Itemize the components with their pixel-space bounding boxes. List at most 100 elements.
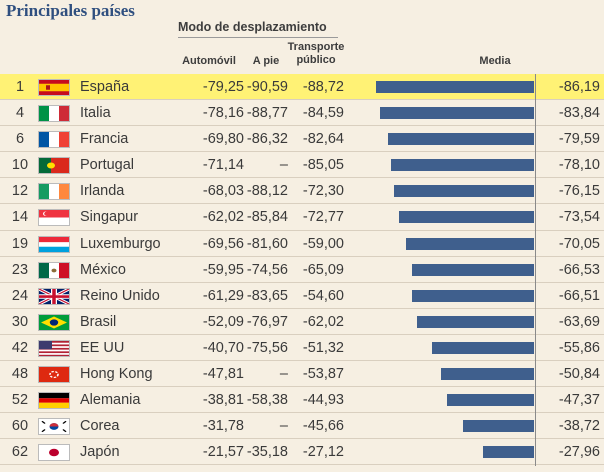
apie-value: -88,77 — [246, 105, 288, 122]
automovil-value: -40,70 — [202, 339, 244, 356]
apie-value: -74,56 — [246, 261, 288, 278]
transporte-value: -54,60 — [302, 287, 344, 304]
flag-mx-icon — [38, 261, 70, 279]
country-label: Brasil — [80, 313, 117, 330]
transporte-value: -53,87 — [302, 366, 344, 383]
country-label: Italia — [80, 105, 111, 122]
transporte-value: -84,59 — [302, 105, 344, 122]
media-bar — [394, 185, 534, 198]
rank-label: 10 — [11, 157, 29, 174]
media-value: -63,69 — [558, 313, 600, 330]
apie-value: -75,56 — [246, 339, 288, 356]
media-bar — [463, 420, 534, 433]
flag-fr-icon — [38, 131, 70, 149]
table-row: 24 Reino Unido -61,29 -83,65 -54,60 -66,51 — [0, 283, 604, 309]
flag-jp-icon — [38, 444, 70, 462]
media-bar — [440, 368, 534, 381]
media-bar — [399, 211, 534, 224]
media-value: -83,84 — [558, 105, 600, 122]
rank-label: 24 — [11, 287, 29, 304]
apie-value: – — [279, 157, 288, 174]
country-label: Portugal — [80, 157, 135, 174]
table-row: 10 Portugal -71,14 – -85,05 -78,10 — [0, 152, 604, 179]
media-value: -86,19 — [558, 79, 600, 95]
table-row: 62 Japón -21,57 -35,18 -27,12 -27,96 — [0, 439, 604, 466]
media-bar — [412, 263, 534, 276]
col-head-media: Media — [479, 55, 511, 67]
automovil-value: -69,80 — [202, 131, 244, 148]
flag-de-icon — [38, 392, 70, 410]
country-label: España — [80, 79, 130, 95]
automovil-value: -71,14 — [202, 157, 244, 174]
automovil-value: -68,03 — [202, 183, 244, 200]
media-bar — [417, 315, 534, 328]
apie-value: -81,60 — [246, 235, 288, 252]
media-bar — [447, 394, 534, 407]
automovil-value: -52,09 — [202, 313, 244, 330]
automovil-value: -79,25 — [202, 79, 244, 95]
media-bar — [405, 237, 534, 250]
apie-value: -88,12 — [246, 183, 288, 200]
table-row: 12 Irlanda -68,03 -88,12 -72,30 -76,15 — [0, 178, 604, 205]
apie-value: -76,97 — [246, 313, 288, 330]
country-label: Japón — [80, 444, 120, 461]
media-value: -76,15 — [558, 183, 600, 200]
media-value: -27,96 — [558, 444, 600, 461]
transporte-value: -59,00 — [302, 235, 344, 252]
apie-value: – — [279, 366, 288, 383]
media-value: -66,51 — [558, 287, 600, 304]
media-bar — [380, 107, 534, 120]
table-row: 60 Corea -31,78 – -45,66 -38,72 — [0, 413, 604, 440]
table-row: 14 Singapur -62,02 -85,84 -72,77 -73,54 — [0, 204, 604, 231]
transporte-value: -85,05 — [302, 157, 344, 174]
automovil-value: -59,95 — [202, 261, 244, 278]
country-label: Reino Unido — [80, 287, 160, 304]
automovil-value: -78,16 — [202, 105, 244, 122]
media-bar — [431, 341, 534, 354]
media-value: -78,10 — [558, 157, 600, 174]
transporte-value: -44,93 — [302, 392, 344, 409]
rank-label: 62 — [11, 444, 29, 461]
flag-gb-icon — [38, 287, 70, 305]
transporte-value: -72,30 — [302, 183, 344, 200]
flag-hk-icon — [38, 366, 70, 384]
rank-label: 1 — [15, 79, 25, 95]
rank-label: 42 — [11, 339, 29, 356]
table-row: 6 Francia -69,80 -86,32 -82,64 -79,59 — [0, 126, 604, 153]
apie-value: -58,38 — [246, 392, 288, 409]
media-bar — [376, 81, 534, 93]
automovil-value: -31,78 — [202, 418, 244, 435]
apie-value: – — [279, 418, 288, 435]
table-row: 52 Alemania -38,81 -58,38 -44,93 -47,37 — [0, 387, 604, 414]
transporte-value: -62,02 — [302, 313, 344, 330]
rank-label: 12 — [11, 183, 29, 200]
table-row: 4 Italia -78,16 -88,77 -84,59 -83,84 — [0, 100, 604, 127]
country-label: Irlanda — [80, 183, 125, 200]
rank-label: 14 — [11, 209, 29, 226]
apie-value: -83,65 — [246, 287, 288, 304]
rank-label: 52 — [11, 392, 29, 409]
col-head-apie: A pie — [252, 55, 280, 67]
country-label: México — [80, 261, 126, 278]
media-bar — [388, 133, 534, 146]
automovil-value: -69,56 — [202, 235, 244, 252]
media-value: -50,84 — [558, 366, 600, 383]
country-label: Singapur — [80, 209, 139, 226]
automovil-value: -21,57 — [202, 444, 244, 461]
transporte-value: -27,12 — [302, 444, 344, 461]
bar-baseline — [535, 74, 536, 466]
col-head-transporte-line1: Transporte — [287, 41, 345, 53]
flag-kr-icon — [38, 418, 70, 436]
rank-label: 48 — [11, 366, 29, 383]
table-row: 1 España -79,25 -90,59 -88,72 -86,19 — [0, 74, 604, 101]
media-value: -79,59 — [558, 131, 600, 148]
flag-us-icon — [38, 339, 70, 357]
media-value: -66,53 — [558, 261, 600, 278]
country-label: Francia — [80, 131, 129, 148]
table-row: 19 Luxemburgo -69,56 -81,60 -59,00 -70,05 — [0, 231, 604, 257]
transporte-value: -82,64 — [302, 131, 344, 148]
media-value: -55,86 — [558, 339, 600, 356]
media-bar — [482, 446, 534, 459]
apie-value: -86,32 — [246, 131, 288, 148]
media-value: -38,72 — [558, 418, 600, 435]
